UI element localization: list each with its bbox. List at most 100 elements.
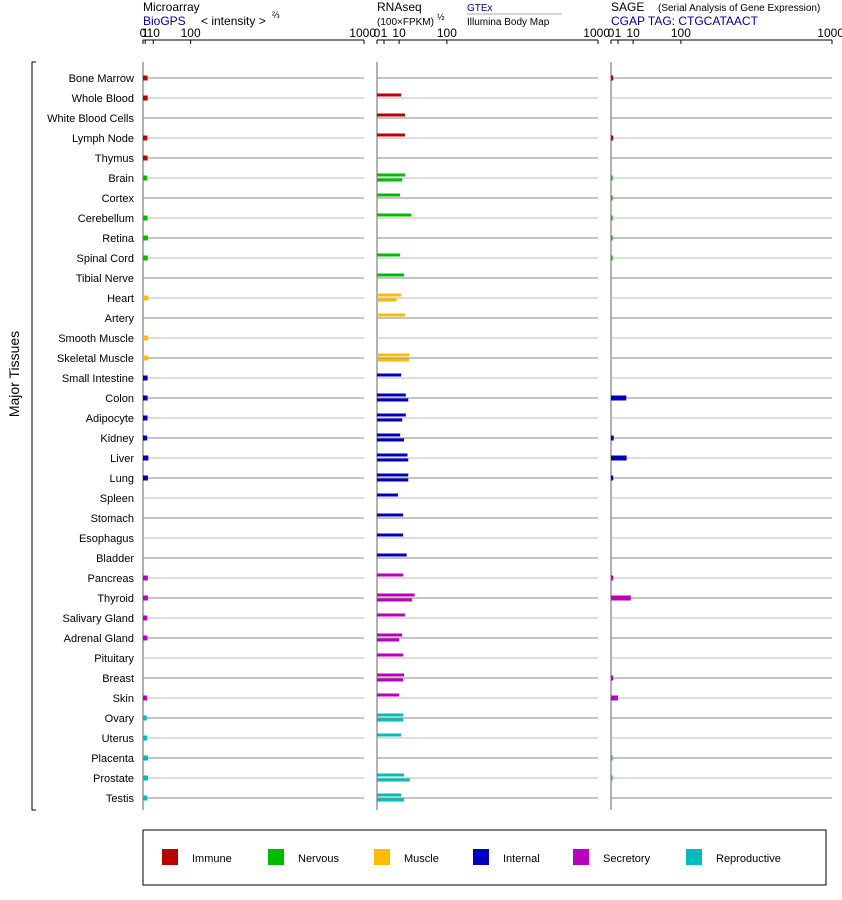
sage-bar xyxy=(611,575,614,581)
sage-bar xyxy=(611,755,613,761)
sage-tick-label: 1 xyxy=(615,26,622,40)
gtex-bar xyxy=(377,173,405,177)
sage-bar xyxy=(611,595,631,601)
sage-bar xyxy=(611,455,627,461)
tissue-label: Prostate xyxy=(93,773,134,785)
sage-bar xyxy=(611,435,614,441)
gtex-bar xyxy=(377,253,401,257)
tissue-label: Thyroid xyxy=(97,593,134,605)
microarray-bar xyxy=(143,155,148,161)
gtex-bar xyxy=(377,93,402,97)
tissue-label: Pituitary xyxy=(94,653,134,665)
sage-bar xyxy=(611,175,613,181)
legend-swatch xyxy=(268,849,284,865)
rnaseq-source-gtex: GTEx xyxy=(467,3,493,14)
sage-tick-label: 100 xyxy=(671,26,691,40)
rnaseq-tick-label: 1 xyxy=(381,26,388,40)
gtex-bar xyxy=(377,353,410,357)
legend-swatch xyxy=(473,849,489,865)
rnaseq-tick-label: 1000 xyxy=(583,26,610,40)
gtex-bar xyxy=(377,393,406,397)
legend-label: Secretory xyxy=(603,853,651,865)
microarray-bar xyxy=(143,595,148,601)
illumina-bar xyxy=(377,418,403,422)
gtex-bar xyxy=(377,633,403,637)
microarray-bar xyxy=(143,215,148,221)
sage-bar xyxy=(611,135,614,141)
microarray-bar xyxy=(143,755,148,761)
microarray-bar xyxy=(143,695,147,701)
tissue-label: Skeletal Muscle xyxy=(57,353,134,365)
microarray-bar xyxy=(143,635,148,641)
tissue-label: Smooth Muscle xyxy=(58,333,134,345)
illumina-bar xyxy=(377,438,405,442)
legend-label: Internal xyxy=(503,853,540,865)
rnaseq-tick-label: 10 xyxy=(392,26,406,40)
microarray-bar xyxy=(143,135,148,141)
microarray-tick-label: 1000 xyxy=(349,26,376,40)
gtex-bar xyxy=(377,493,398,497)
tissue-label: Bone Marrow xyxy=(69,73,134,85)
bars-layer xyxy=(143,75,631,802)
rnaseq-scale-exp: ½ xyxy=(437,12,445,22)
tissue-label: Pancreas xyxy=(88,573,135,585)
gtex-bar xyxy=(377,553,407,557)
legend-swatch xyxy=(162,849,178,865)
tissue-rows: Bone Marrow Whole Blood White Blood Cells L… xyxy=(47,73,832,805)
rnaseq-scale-label: (100×FPKM) xyxy=(377,17,434,28)
microarray-bar xyxy=(143,415,148,421)
illumina-bar xyxy=(377,718,404,722)
microarray-source: BioGPS xyxy=(143,14,186,28)
gtex-bar xyxy=(377,193,401,197)
microarray-bar xyxy=(143,355,149,361)
illumina-bar xyxy=(377,298,397,302)
gtex-bar xyxy=(377,713,404,717)
microarray-bar xyxy=(143,775,148,781)
tissue-label: Salivary Gland xyxy=(62,613,134,625)
gtex-bar xyxy=(377,673,405,677)
tissue-label: Spleen xyxy=(100,493,134,505)
rnaseq-source-illumina: Illumina Body Map xyxy=(467,17,550,28)
sage-tick-label: 0 xyxy=(608,26,615,40)
sage-bar xyxy=(611,215,613,221)
tissue-label: Stomach xyxy=(91,513,134,525)
y-group-label: Major Tissues xyxy=(6,331,22,417)
tissue-label: Cortex xyxy=(102,193,135,205)
microarray-bar xyxy=(143,435,148,441)
tissue-label: Whole Blood xyxy=(72,93,134,105)
gtex-bar xyxy=(377,213,412,217)
sage-subtitle: (Serial Analysis of Gene Expression) xyxy=(658,3,820,14)
tissue-label: Small Intestine xyxy=(62,373,134,385)
rnaseq-tick-label: 100 xyxy=(437,26,457,40)
gtex-bar xyxy=(377,533,404,537)
legend-swatch xyxy=(573,849,589,865)
sage-tick-label: 1000 xyxy=(817,26,842,40)
tissue-label: Lung xyxy=(110,473,134,485)
gtex-bar xyxy=(377,113,405,117)
microarray-bar xyxy=(143,715,147,721)
illumina-bar xyxy=(377,598,412,602)
sage-bar xyxy=(611,675,614,681)
gtex-bar xyxy=(377,453,408,457)
legend-swatch xyxy=(374,849,390,865)
gtex-bar xyxy=(377,733,402,737)
gtex-bar xyxy=(377,273,405,277)
microarray-bar xyxy=(143,375,148,381)
illumina-bar xyxy=(377,638,400,642)
legend-label: Nervous xyxy=(298,853,339,865)
illumina-bar xyxy=(377,178,403,182)
sage-tick-label: 10 xyxy=(626,26,640,40)
tissue-label: Ovary xyxy=(105,713,135,725)
tissue-label: Skin xyxy=(113,693,134,705)
microarray-bar xyxy=(143,615,148,621)
gtex-bar xyxy=(377,693,400,697)
sage-bar xyxy=(611,475,614,481)
microarray-bar xyxy=(143,735,147,741)
sage-bar xyxy=(611,395,627,401)
microarray-bar xyxy=(143,295,149,301)
tissue-label: Adrenal Gland xyxy=(64,633,134,645)
gtex-bar xyxy=(377,133,405,137)
tissue-label: White Blood Cells xyxy=(47,113,134,125)
tissue-label: Kidney xyxy=(100,433,134,445)
